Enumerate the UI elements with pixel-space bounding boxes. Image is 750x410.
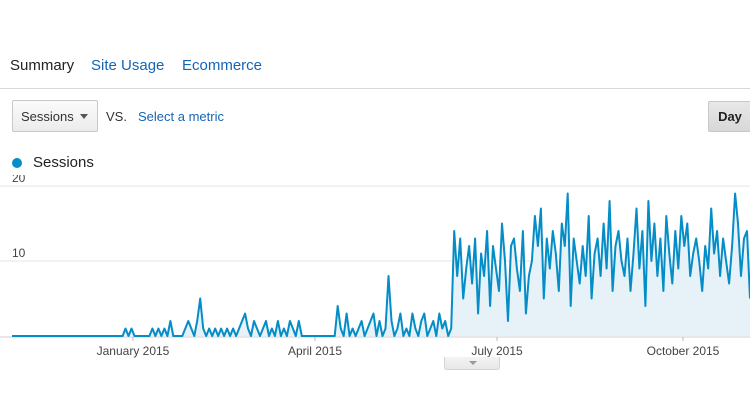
sessions-area [12, 193, 750, 336]
chevron-down-icon [80, 114, 88, 119]
legend-label: Sessions [33, 154, 94, 171]
sessions-chart: 10 20 January 2015 April 2015 July 2015 Octo… [0, 175, 750, 358]
select-metric-link[interactable]: Select a metric [138, 109, 224, 124]
x-tick-label: July 2015 [471, 344, 523, 358]
sessions-line [12, 192, 750, 337]
tab-summary[interactable]: Summary [10, 57, 75, 74]
vs-label: VS. [106, 109, 127, 124]
y-axis-labels: 10 20 [12, 175, 26, 260]
legend-dot-icon [12, 158, 22, 168]
y-tick-label: 10 [12, 246, 26, 260]
metric-select-value: Sessions [21, 109, 74, 124]
chart-resize-handle[interactable] [444, 357, 500, 370]
x-axis-ticks [132, 337, 684, 341]
x-tick-label: January 2015 [97, 344, 170, 358]
x-tick-label: April 2015 [288, 344, 342, 358]
x-axis-labels: January 2015 April 2015 July 2015 October 2… [97, 344, 720, 358]
x-tick-label: October 2015 [647, 344, 720, 358]
day-button[interactable]: Day [708, 101, 750, 132]
tabs-divider [0, 88, 750, 89]
y-tick-label: 20 [12, 175, 26, 185]
tab-ecommerce[interactable]: Ecommerce [182, 57, 263, 74]
tab-site-usage[interactable]: Site Usage [91, 57, 165, 74]
metric-select[interactable]: Sessions [12, 100, 98, 132]
grip-icon [469, 361, 477, 365]
